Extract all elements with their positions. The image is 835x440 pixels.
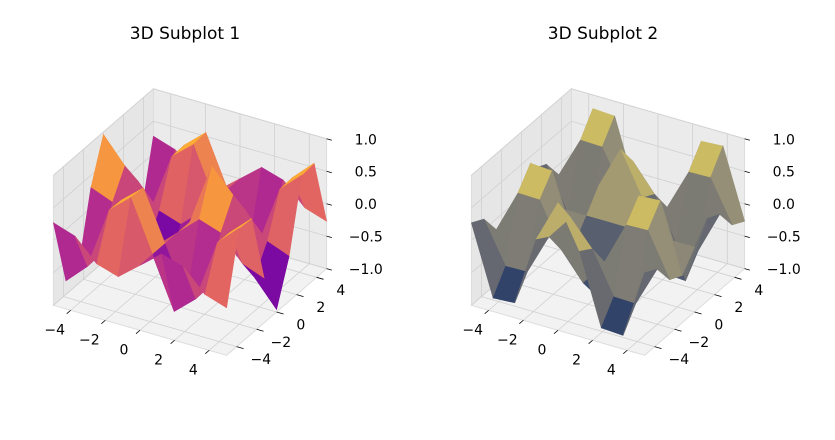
tick-mark: [744, 203, 750, 206]
x-tick-label: −2: [497, 333, 518, 349]
x-tick-label: 2: [154, 353, 163, 369]
tick-mark: [744, 235, 750, 239]
tick-mark: [694, 311, 702, 315]
tick-mark: [744, 138, 750, 141]
tick-mark: [276, 311, 284, 315]
grid-line: [471, 120, 572, 209]
tick-mark: [674, 328, 682, 332]
x-tick-label: 4: [189, 363, 198, 379]
grid-line: [53, 88, 154, 176]
tick-mark: [296, 294, 304, 298]
tick-mark: [326, 170, 332, 174]
tick-mark: [326, 268, 332, 271]
tick-mark: [654, 346, 662, 349]
grid-line: [481, 296, 655, 347]
z-tick-label: −1.0: [349, 262, 383, 278]
chart-title: 3D Subplot 2: [548, 24, 658, 44]
y-tick-label: 4: [754, 283, 763, 299]
tick-mark: [66, 309, 71, 315]
z-tick-label: 1.0: [773, 132, 795, 148]
tick-mark: [205, 349, 210, 355]
tick-mark: [553, 329, 559, 335]
z-tick-label: 0.0: [773, 197, 795, 213]
surface-patch: [622, 268, 658, 336]
tick-mark: [316, 276, 324, 280]
y-tick-label: −4: [251, 352, 272, 368]
tick-mark: [744, 268, 750, 271]
x-tick-label: −4: [462, 323, 483, 339]
surface-patch: [204, 227, 240, 309]
tick-mark: [326, 235, 332, 239]
tick-mark: [236, 346, 244, 349]
y-tick-label: −2: [689, 335, 710, 351]
z-tick-label: −1.0: [767, 262, 801, 278]
tick-mark: [135, 329, 141, 335]
grid-line: [501, 278, 675, 330]
z-tick-label: −0.5: [349, 230, 383, 246]
z-tick-label: 0.5: [773, 165, 795, 181]
tick-mark: [101, 319, 106, 325]
grid-line: [63, 296, 237, 347]
tick-mark: [714, 294, 722, 298]
tick-mark: [326, 203, 332, 206]
y-tick-label: −4: [669, 352, 690, 368]
y-tick-label: 2: [734, 300, 743, 316]
y-tick-label: 0: [296, 317, 305, 333]
x-tick-label: 4: [607, 363, 616, 379]
x-tick-label: 0: [120, 343, 129, 359]
z-tick-label: 0.0: [355, 197, 377, 213]
y-tick-label: −2: [271, 335, 292, 351]
grid-line: [153, 88, 327, 140]
grid-line: [83, 278, 257, 330]
z-tick-label: 1.0: [355, 132, 377, 148]
x-tick-label: −2: [79, 333, 100, 349]
tick-mark: [623, 349, 628, 355]
tick-mark: [588, 339, 593, 345]
tick-mark: [326, 138, 332, 141]
x-tick-label: 2: [572, 353, 581, 369]
tick-mark: [484, 309, 489, 315]
grid-line: [153, 120, 327, 172]
y-tick-label: 0: [714, 317, 723, 333]
y-tick-label: 2: [316, 300, 325, 316]
z-tick-label: 0.5: [355, 165, 377, 181]
tick-mark: [170, 339, 175, 345]
chart-title: 3D Subplot 1: [130, 24, 240, 44]
tick-mark: [256, 328, 264, 332]
x-tick-label: 0: [538, 343, 547, 359]
tick-mark: [519, 319, 524, 325]
grid-line: [471, 88, 572, 176]
grid-line: [571, 88, 745, 140]
tick-mark: [734, 276, 742, 280]
y-tick-label: 4: [336, 283, 345, 299]
tick-mark: [744, 170, 750, 174]
z-tick-label: −0.5: [767, 230, 801, 246]
x-tick-label: −4: [44, 323, 65, 339]
